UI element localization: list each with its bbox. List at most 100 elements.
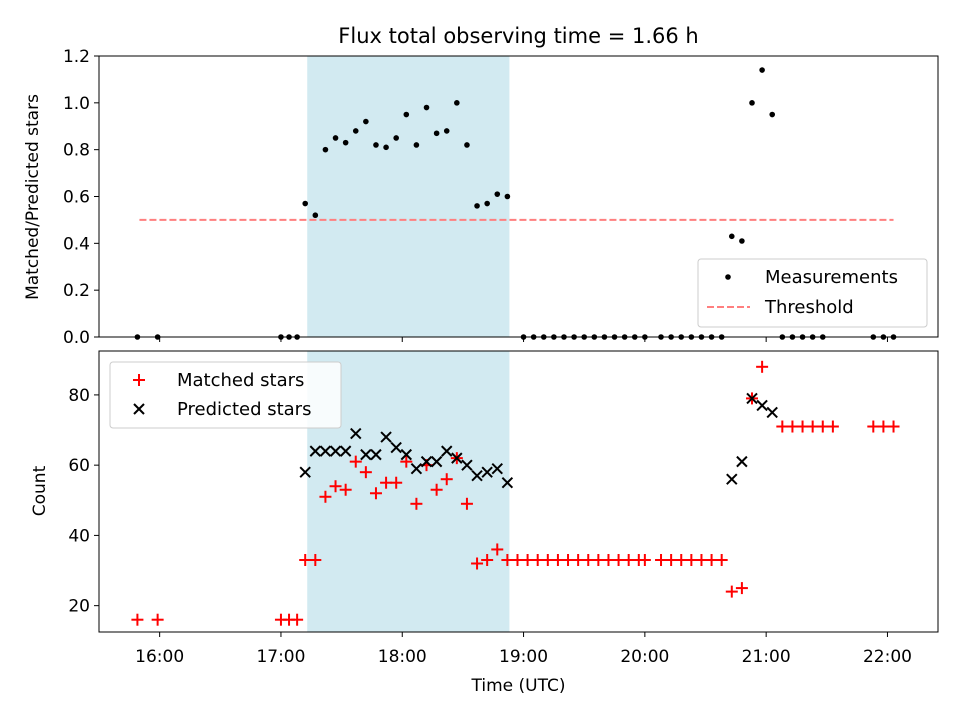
predicted-star-point	[756, 399, 768, 412]
matched-star-point	[796, 420, 809, 433]
measurement-point	[759, 67, 765, 73]
measurement-point	[383, 144, 389, 151]
matched-star-point	[786, 420, 799, 433]
measurements-legend-label: Measurements	[765, 267, 898, 288]
y-tick-label: 0.0	[63, 328, 90, 348]
matched-star-point	[131, 613, 144, 626]
bottom-legend: Matched stars Predicted stars	[109, 361, 342, 429]
matched-star-point	[887, 420, 900, 433]
predicted-star-point	[746, 392, 758, 405]
predicted-stars-legend-label: Predicted stars	[177, 399, 311, 420]
predicted-star-point	[491, 462, 503, 475]
measurement-point	[423, 104, 430, 111]
y-tick-label: 60	[68, 456, 90, 476]
matched-star-point	[551, 553, 564, 566]
measurement-point	[312, 212, 319, 219]
matched-star-point	[655, 553, 668, 566]
y-tick-label: 0.8	[63, 141, 90, 161]
predicted-star-point	[299, 466, 311, 478]
bottom-panel: 20 40 60 80 16:00 17:00 18:00 19:00 20:00 21:00 2…	[30, 350, 939, 696]
top-y-axis-label: Matched/Predicted stars	[23, 94, 43, 300]
measurement-point	[464, 142, 470, 148]
top-chart-title: Flux total observing time = 1.66 h	[338, 24, 698, 48]
matched-star-point	[299, 553, 312, 566]
matched-star-point	[349, 455, 362, 468]
y-tick-label: 40	[68, 526, 90, 546]
measurement-point	[342, 139, 349, 146]
matched-star-point	[826, 420, 839, 433]
measurement-point	[739, 238, 745, 244]
matched-star-point	[410, 497, 423, 510]
y-tick-label: 0.4	[63, 234, 90, 254]
x-tick-label: 20:00	[620, 647, 669, 667]
matched-star-point	[602, 553, 615, 566]
matched-star-point	[806, 420, 819, 433]
matched-star-point	[460, 497, 473, 510]
matched-star-point	[725, 585, 738, 598]
measurement-point	[433, 130, 440, 137]
matched-star-point	[735, 582, 748, 595]
predicted-star-point	[400, 448, 413, 461]
measurement-point	[363, 118, 369, 125]
measurement-point	[454, 100, 460, 106]
x-tick-label: 17:00	[256, 647, 305, 667]
measurements-legend-marker	[725, 274, 731, 280]
measurement-point	[332, 135, 339, 141]
matched-stars-legend-marker	[133, 374, 145, 386]
y-tick-label: 1.0	[63, 94, 90, 114]
matched-star-point	[531, 553, 544, 566]
matched-star-point	[329, 480, 342, 493]
measurement-point	[413, 142, 420, 148]
y-tick-label: 0.2	[63, 281, 90, 301]
matched-star-point	[592, 553, 605, 566]
measurement-point	[403, 111, 410, 118]
matched-star-point	[562, 553, 575, 566]
matched-star-point	[491, 543, 504, 556]
matched-stars-legend-label: Matched stars	[177, 370, 304, 391]
matched-star-point	[638, 553, 651, 566]
bottom-y-axis: 20 40 60 80	[68, 386, 99, 617]
predicted-star-point	[420, 455, 433, 468]
matched-star-point	[756, 360, 769, 373]
matched-star-point	[705, 553, 718, 566]
predicted-stars-legend-marker	[133, 403, 145, 415]
measurement-point	[302, 200, 309, 207]
top-panel: 0.0 0.2 0.4 0.6 0.8 1.0 1.2 Flux total observi…	[23, 24, 939, 348]
x-tick-label: 21:00	[742, 647, 791, 667]
top-x-ticks	[159, 337, 888, 342]
x-tick-label: 19:00	[499, 647, 548, 667]
matched-star-point	[816, 420, 829, 433]
measurement-point	[373, 142, 379, 148]
x-tick-label: 22:00	[863, 647, 912, 667]
matched-star-point	[622, 553, 635, 566]
y-tick-label: 20	[68, 597, 90, 617]
matched-star-point	[400, 455, 413, 468]
predicted-star-point	[441, 445, 453, 457]
bottom-x-axis: 16:00 17:00 18:00 19:00 20:00 21:00 22:00	[135, 632, 912, 667]
measurement-point	[474, 203, 480, 209]
threshold-legend-label: Threshold	[764, 297, 854, 318]
matched-star-point	[867, 420, 880, 433]
y-tick-label: 80	[68, 386, 90, 406]
matched-star-point	[339, 483, 352, 496]
matched-star-point	[291, 613, 304, 626]
measurement-point	[352, 128, 359, 134]
bottom-y-axis-label: Count	[30, 465, 50, 516]
matched-star-point	[685, 553, 698, 566]
predicted-star-point	[461, 459, 473, 471]
predicted-star-point	[726, 473, 738, 485]
predicted-star-point	[736, 455, 748, 468]
predicted-star-point	[329, 445, 342, 457]
matched-star-point	[715, 553, 728, 566]
measurement-point	[769, 111, 776, 118]
matched-star-point	[511, 553, 524, 566]
matched-star-point	[319, 490, 332, 503]
matched-star-point	[877, 420, 890, 433]
matched-star-point	[582, 553, 595, 566]
matched-star-point	[471, 557, 484, 570]
predicted-star-point	[410, 462, 423, 475]
predicted-star-point	[319, 445, 332, 457]
predicted-star-point	[430, 455, 443, 468]
top-observing-window	[307, 56, 510, 337]
matched-star-point	[440, 473, 453, 486]
